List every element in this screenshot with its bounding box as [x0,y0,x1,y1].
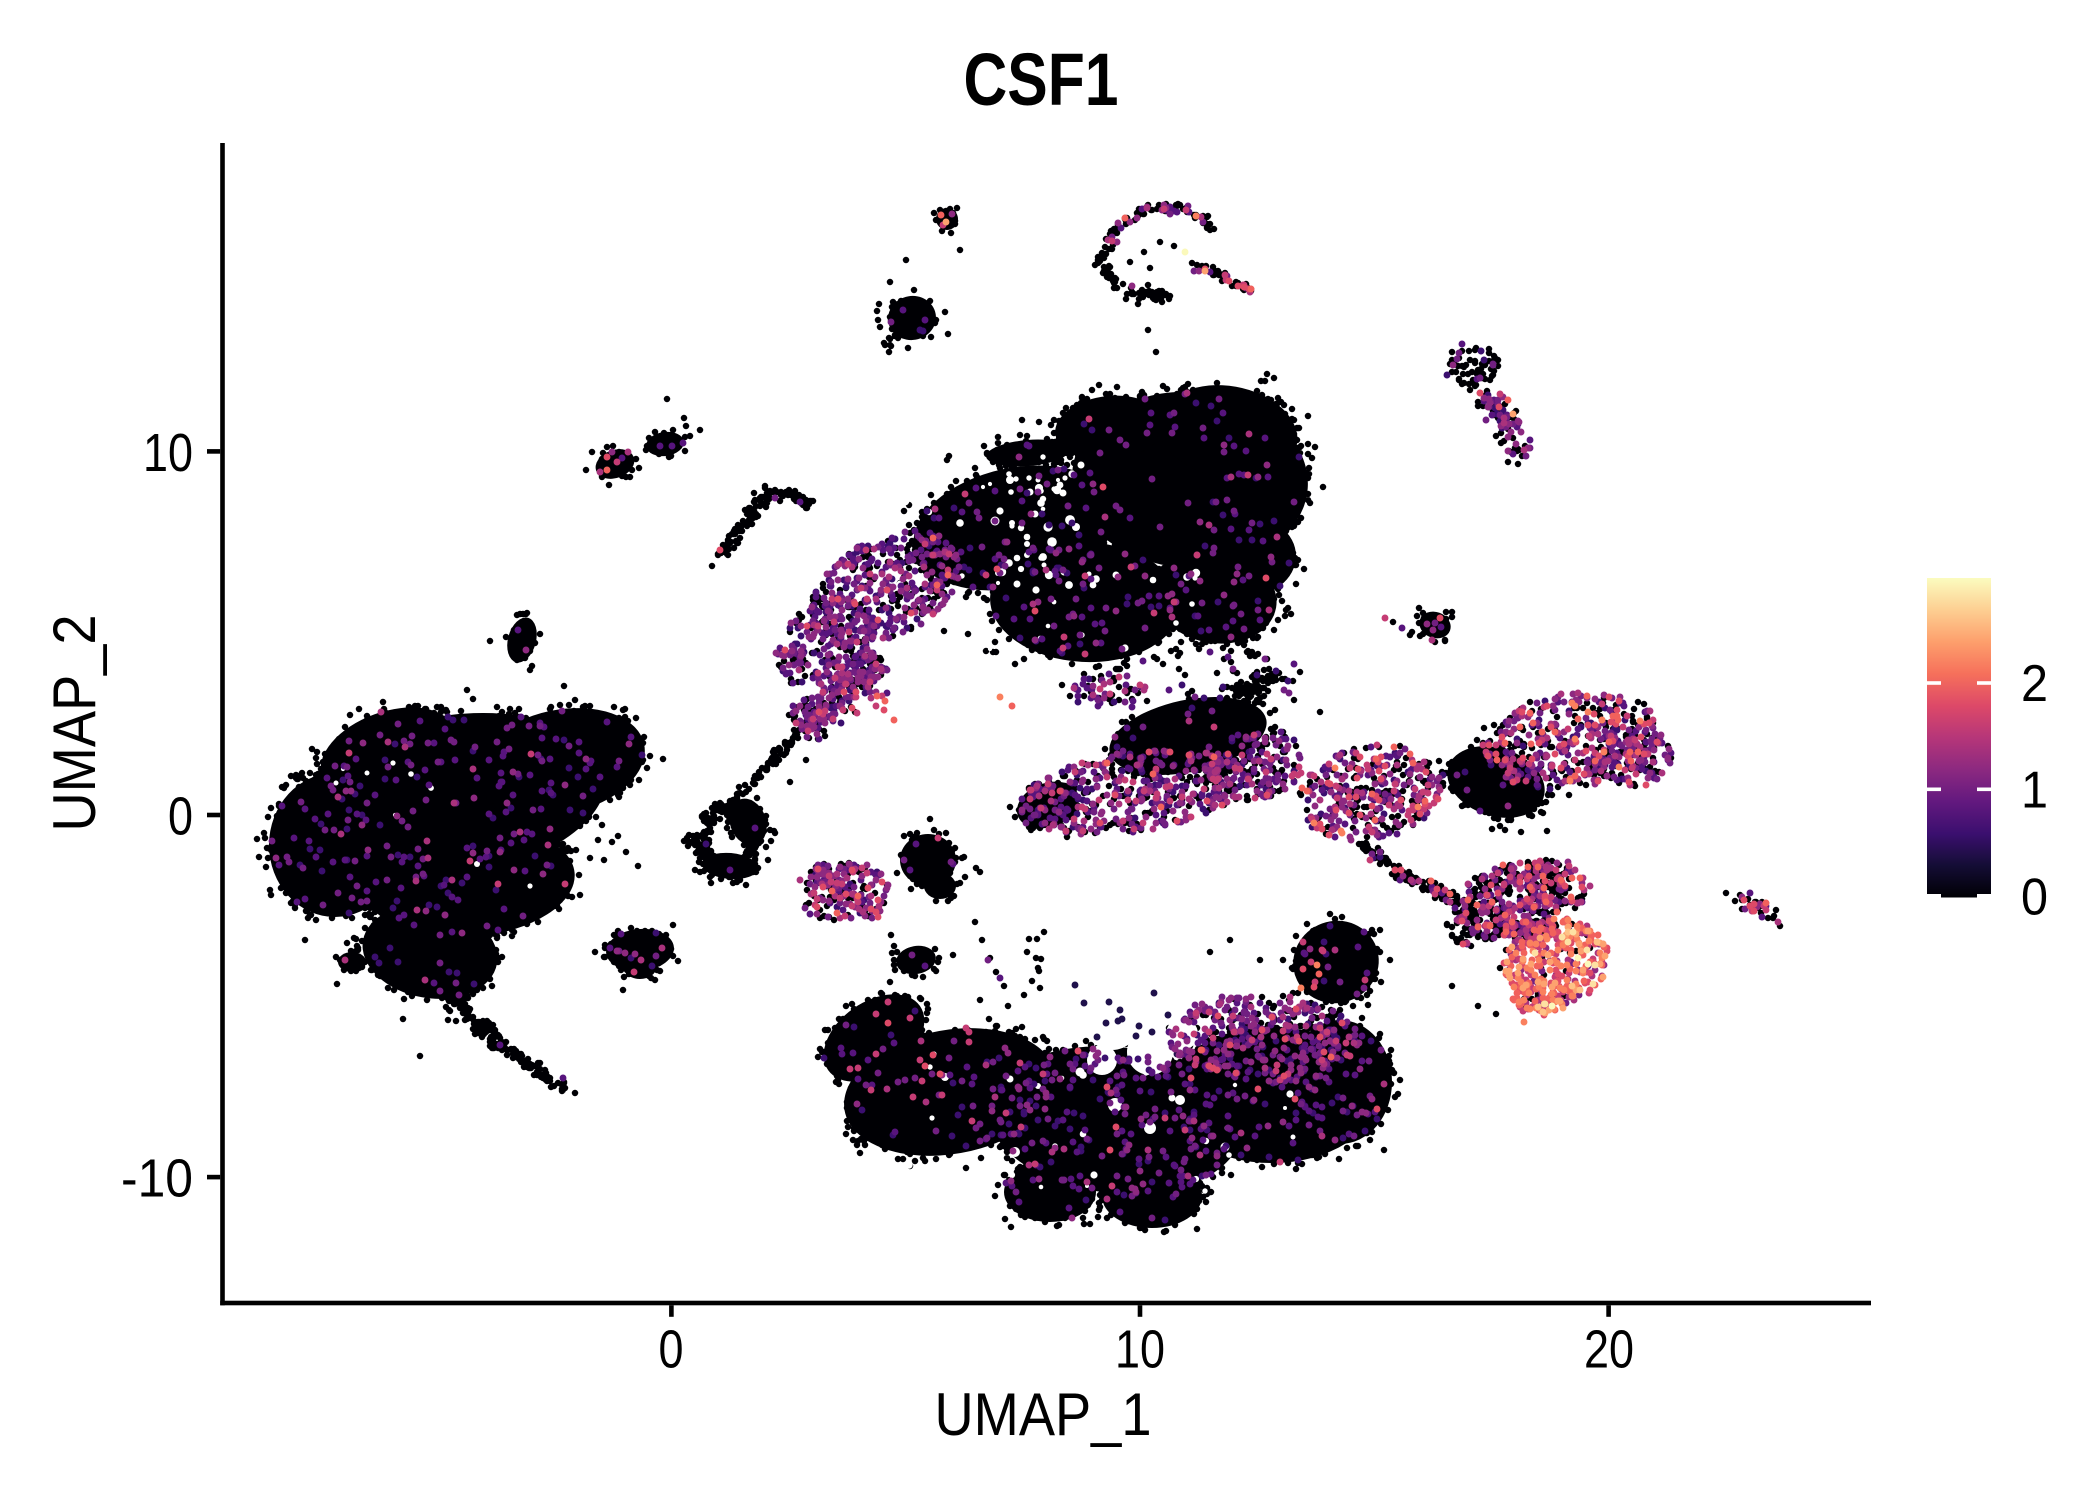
svg-text:20: 20 [1584,1320,1634,1380]
svg-text:10: 10 [1115,1320,1165,1380]
svg-text:0: 0 [2021,869,2048,927]
svg-text:10: 10 [143,423,193,483]
svg-text:CSF1: CSF1 [964,38,1119,121]
svg-text:UMAP_1: UMAP_1 [935,1381,1152,1448]
svg-text:UMAP_2: UMAP_2 [41,615,108,832]
svg-text:2: 2 [2021,655,2048,713]
svg-text:1: 1 [2021,762,2048,820]
svg-text:0: 0 [659,1320,684,1380]
svg-text:0: 0 [168,787,193,847]
svg-text:-10: -10 [121,1149,193,1209]
